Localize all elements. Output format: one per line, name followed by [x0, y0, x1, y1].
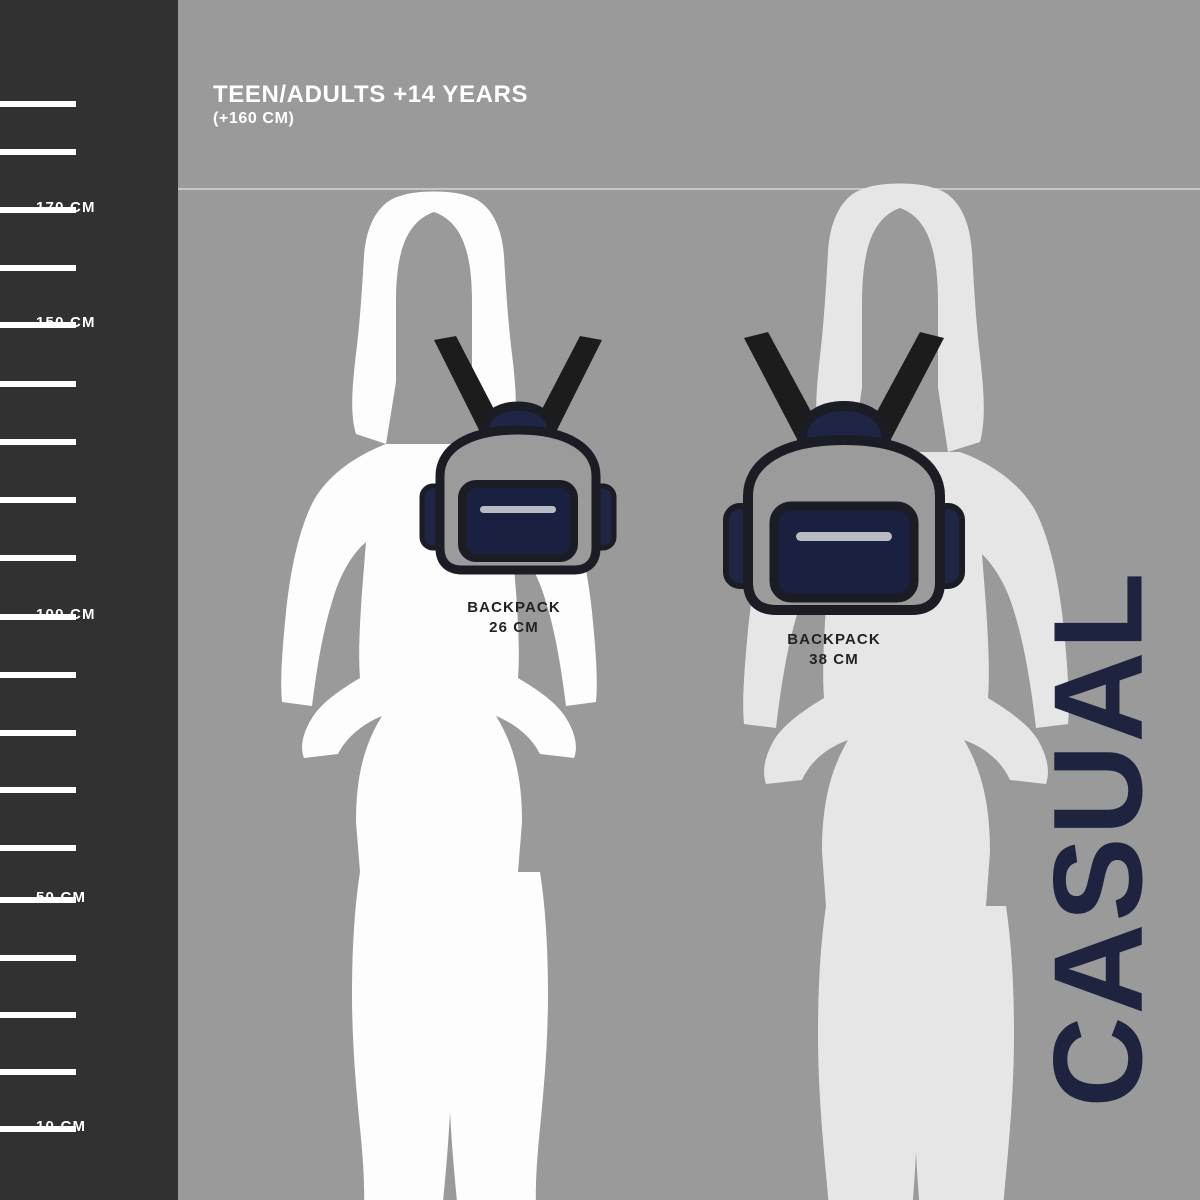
backpack-label-title-right: BACKPACK: [787, 631, 881, 648]
ruler-tick-1: [0, 149, 76, 155]
backpack-right: [723, 332, 965, 615]
figure-left: [281, 191, 597, 1200]
ruler-tick-6: [0, 439, 76, 445]
ruler-tick-8: [0, 555, 76, 561]
ruler-tick-18: [0, 1126, 76, 1132]
ruler-label-10cm: 10 CM: [36, 1118, 87, 1135]
ruler-tick-15: [0, 955, 76, 961]
ruler-label-50cm: 50 CM: [36, 889, 87, 906]
figure-right: [743, 183, 1069, 1200]
ruler-tick-7: [0, 497, 76, 503]
page-title: TEEN/ADULTS +14 YEARS: [213, 81, 529, 108]
height-reference-divider: [178, 188, 1200, 190]
ruler-label-100cm: 100 CM: [36, 606, 96, 623]
height-ruler-panel: 170 CM 150 CM 100 CM 50 CM 10 CM: [0, 0, 178, 1200]
backpack-size-label-left: BACKPACK 26 CM: [404, 598, 624, 639]
backpack-front-pocket-right: [769, 501, 919, 603]
backpack-size-label-right: BACKPACK 38 CM: [688, 630, 980, 671]
backpack-label-size-left: 26 CM: [489, 619, 539, 637]
ruler-tick-10: [0, 672, 76, 678]
ruler-tick-17: [0, 1069, 76, 1075]
backpack-zipper-left: [480, 506, 556, 513]
ruler-tick-9: [0, 614, 76, 620]
page-subtitle: (+160 CM): [213, 110, 295, 128]
ruler-tick-12: [0, 787, 76, 793]
ruler-tick-16: [0, 1012, 76, 1018]
ruler-tick-3: [0, 265, 76, 271]
ruler-tick-13: [0, 845, 76, 851]
ruler-tick-0: [0, 101, 76, 107]
ruler-tick-11: [0, 730, 76, 736]
silhouette-body-left: [281, 191, 597, 1200]
ruler-label-170cm: 170 CM: [36, 199, 96, 216]
backpack-label-size-right: 38 CM: [809, 651, 859, 669]
header-block: TEEN/ADULTS +14 YEARS (+160 CM): [213, 82, 528, 128]
backpack-zipper-right: [796, 532, 892, 541]
ruler-tick-5: [0, 381, 76, 387]
ruler-label-150cm: 150 CM: [36, 314, 96, 331]
ruler-tick-14: [0, 897, 76, 903]
backpack-label-title-left: BACKPACK: [467, 599, 561, 616]
ruler-tick-4: [0, 322, 76, 328]
ruler-tick-2: [0, 207, 76, 213]
silhouette-body-right: [743, 183, 1069, 1200]
backpack-front-pocket-left: [458, 480, 578, 562]
backpack-left: [419, 336, 617, 575]
